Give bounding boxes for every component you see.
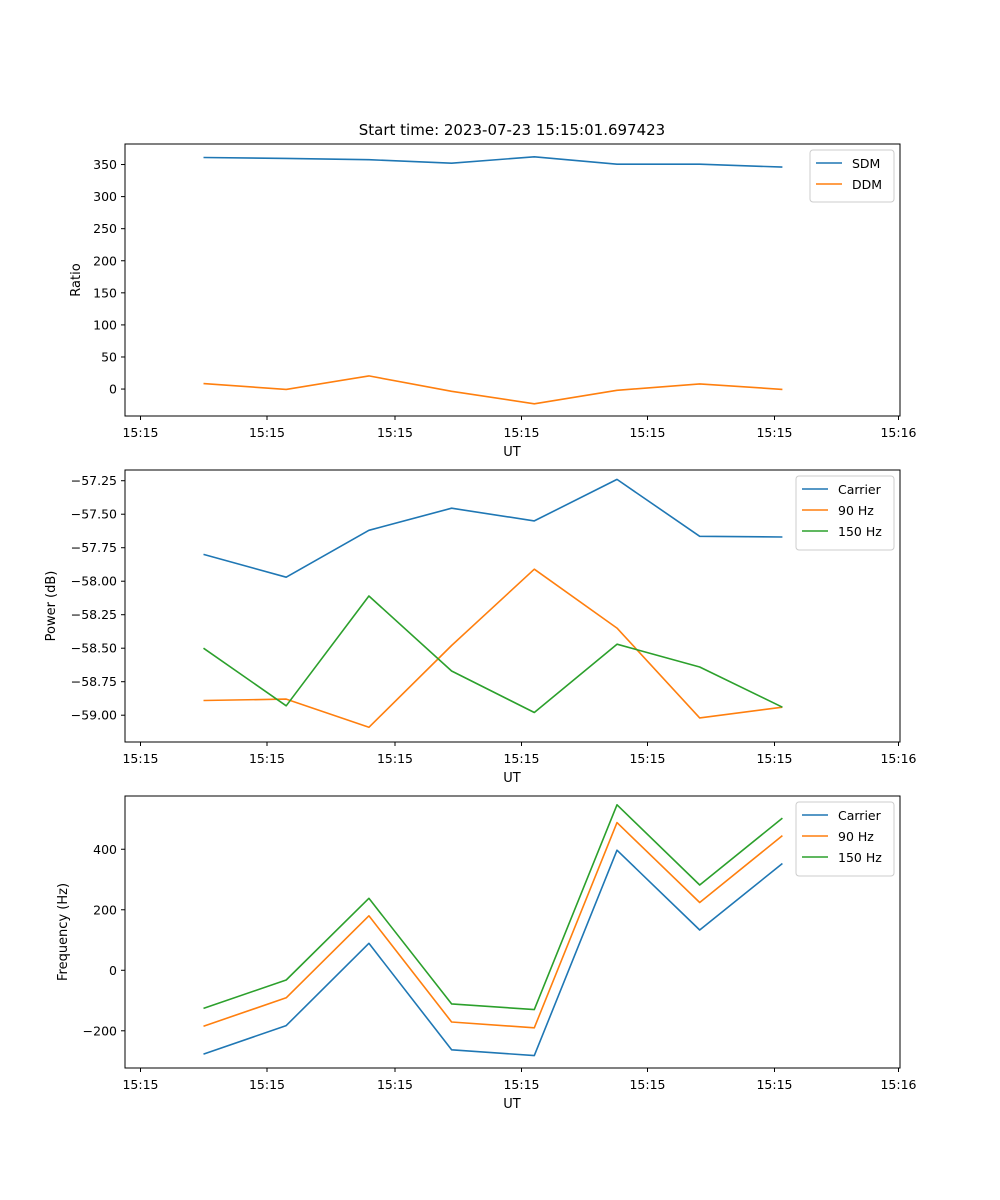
x-tick-label: 15:15 xyxy=(756,425,792,440)
frequency-legend: Carrier 90 Hz 150 Hz xyxy=(795,801,895,877)
legend-label: DDM xyxy=(852,177,882,192)
x-tick-label: 15:15 xyxy=(249,425,285,440)
series-line-150-hz xyxy=(203,595,783,714)
y-tick-label: −59.00 xyxy=(71,708,117,723)
ratio-x-axis-label: UT xyxy=(503,445,521,460)
ratio-legend: SDM DDM xyxy=(809,149,895,203)
y-tick-label: −58.75 xyxy=(71,674,117,689)
frequency-plot-frame xyxy=(124,795,901,1069)
series-line-90-hz xyxy=(203,821,783,1029)
power-plot-frame xyxy=(124,469,901,743)
power-x-ticks: 15:15 15:15 15:15 15:15 15:15 15:15 15:16 xyxy=(122,742,917,766)
y-tick-label: 50 xyxy=(101,349,117,364)
x-tick-label: 15:15 xyxy=(503,751,539,766)
frequency-series-lines xyxy=(203,803,783,1057)
y-tick-label: 200 xyxy=(93,253,117,268)
y-tick-label: −58.00 xyxy=(71,574,117,589)
frequency-y-ticks: −200 0 200 400 xyxy=(83,842,125,1038)
ratio-plot-frame xyxy=(124,143,901,417)
frequency-x-ticks: 15:15 15:15 15:15 15:15 15:15 15:15 15:16 xyxy=(122,1068,917,1092)
legend-label: SDM xyxy=(852,156,880,171)
series-line-ddm xyxy=(203,375,783,405)
legend-label: 150 Hz xyxy=(838,850,882,865)
power-chart: −59.00 −58.75 −58.50 −58.25 −58.00 −57.75 −57.… xyxy=(44,469,917,786)
legend-label: Carrier xyxy=(838,482,882,497)
y-tick-label: 0 xyxy=(109,963,117,978)
legend-label: 150 Hz xyxy=(838,524,882,539)
x-tick-label: 15:15 xyxy=(503,425,539,440)
y-tick-label: 0 xyxy=(109,382,117,397)
x-tick-label: 15:16 xyxy=(880,425,916,440)
power-series-lines xyxy=(203,478,783,729)
x-tick-label: 15:15 xyxy=(629,425,665,440)
ratio-series-lines xyxy=(203,156,783,405)
x-tick-label: 15:15 xyxy=(377,751,413,766)
x-tick-label: 15:15 xyxy=(249,751,285,766)
x-tick-label: 15:15 xyxy=(756,1077,792,1092)
legend-label: 90 Hz xyxy=(838,503,874,518)
y-tick-label: −58.25 xyxy=(71,607,117,622)
y-tick-label: 100 xyxy=(93,317,117,332)
ratio-y-ticks: 0 50 100 150 200 250 300 350 xyxy=(93,157,125,397)
x-tick-label: 15:15 xyxy=(122,1077,158,1092)
x-tick-label: 15:15 xyxy=(122,425,158,440)
y-tick-label: 150 xyxy=(93,285,117,300)
y-tick-label: −57.75 xyxy=(71,540,117,555)
x-tick-label: 15:15 xyxy=(249,1077,285,1092)
series-line-carrier xyxy=(203,478,783,579)
legend-label: Carrier xyxy=(838,808,882,823)
ratio-y-axis-label: Ratio xyxy=(69,263,84,296)
ratio-x-ticks: 15:15 15:15 15:15 15:15 15:15 15:15 15:16 xyxy=(122,416,917,440)
legend-label: 90 Hz xyxy=(838,829,874,844)
x-tick-label: 15:15 xyxy=(377,425,413,440)
y-tick-label: 300 xyxy=(93,189,117,204)
frequency-x-axis-label: UT xyxy=(503,1097,521,1112)
series-line-90-hz xyxy=(203,568,783,729)
y-tick-label: 350 xyxy=(93,157,117,172)
y-tick-label: −57.25 xyxy=(71,473,117,488)
series-line-carrier xyxy=(203,849,783,1057)
y-tick-label: −58.50 xyxy=(71,641,117,656)
x-tick-label: 15:16 xyxy=(880,751,916,766)
power-legend: Carrier 90 Hz 150 Hz xyxy=(795,475,895,551)
x-tick-label: 15:15 xyxy=(377,1077,413,1092)
x-tick-label: 15:15 xyxy=(629,1077,665,1092)
x-tick-label: 15:15 xyxy=(629,751,665,766)
power-x-axis-label: UT xyxy=(503,771,521,786)
frequency-y-axis-label: Frequency (Hz) xyxy=(56,883,71,981)
y-tick-label: 400 xyxy=(93,842,117,857)
power-y-axis-label: Power (dB) xyxy=(44,571,59,642)
y-tick-label: 200 xyxy=(93,902,117,917)
y-tick-label: −200 xyxy=(83,1023,117,1038)
series-line-150-hz xyxy=(203,803,783,1011)
x-tick-label: 15:15 xyxy=(756,751,792,766)
x-tick-label: 15:15 xyxy=(122,751,158,766)
y-tick-label: 250 xyxy=(93,221,117,236)
x-tick-label: 15:16 xyxy=(880,1077,916,1092)
figure-title: Start time: 2023-07-23 15:15:01.697423 xyxy=(359,121,665,139)
series-line-sdm xyxy=(203,156,783,168)
y-tick-label: −57.50 xyxy=(71,507,117,522)
x-tick-label: 15:15 xyxy=(503,1077,539,1092)
power-y-ticks: −59.00 −58.75 −58.50 −58.25 −58.00 −57.75 −57.… xyxy=(71,473,125,723)
